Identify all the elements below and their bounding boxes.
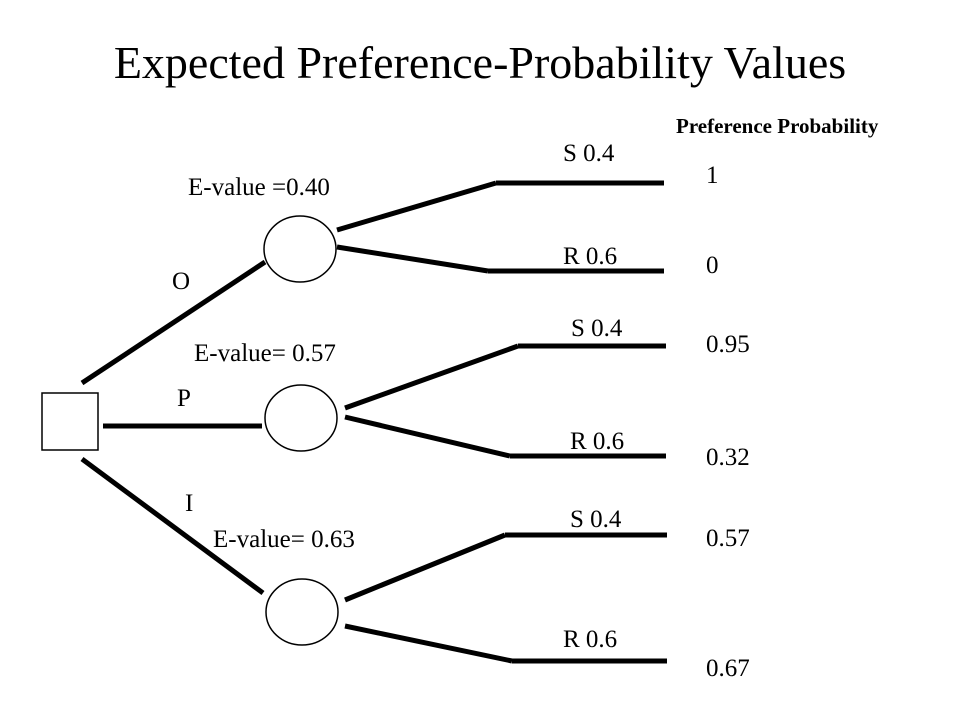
branch-line-i-r	[344, 623, 513, 664]
outcome-value-p-s: 0.95	[706, 331, 750, 358]
branch-label-i-r: R 0.6	[563, 626, 618, 653]
branch-line-p-s	[344, 343, 519, 411]
branch-label-o-s: S 0.4	[563, 140, 615, 167]
preference-probability-header: Preference Probability	[676, 114, 879, 138]
option-label-p: P	[177, 385, 191, 412]
branch-line-i-s	[344, 532, 506, 603]
outcome-value-p-r: 0.32	[706, 444, 750, 471]
option-label-o: O	[172, 268, 191, 295]
evalue-label-o: E-value =0.40	[188, 174, 330, 201]
branch-line-p-r	[344, 414, 511, 459]
branch-line-i	[80, 456, 265, 596]
branch-label-i-s: S 0.4	[570, 506, 622, 533]
outcome-value-i-s: 0.57	[706, 525, 750, 552]
option-label-i: I	[185, 490, 194, 517]
decision-node	[41, 392, 99, 451]
evalue-label-i: E-value= 0.63	[213, 526, 355, 553]
branch-label-p-r: R 0.6	[570, 428, 625, 455]
slide-title: Expected Preference-Probability Values	[113, 37, 847, 88]
outcome-value-o-r: 0	[706, 252, 719, 279]
outcome-value-o-s: 1	[706, 162, 719, 189]
branch-line-o-r	[336, 244, 489, 274]
evalue-label-p: E-value= 0.57	[194, 340, 336, 367]
branch-label-o-r: R 0.6	[563, 243, 618, 270]
chance-node-i	[265, 578, 339, 646]
branch-line-o-s	[336, 180, 497, 233]
chance-node-p	[264, 384, 338, 452]
outcome-value-i-r: 0.67	[706, 655, 750, 682]
branch-line-o	[80, 259, 267, 386]
chance-node-o	[263, 215, 337, 283]
branch-label-p-s: S 0.4	[571, 315, 623, 342]
